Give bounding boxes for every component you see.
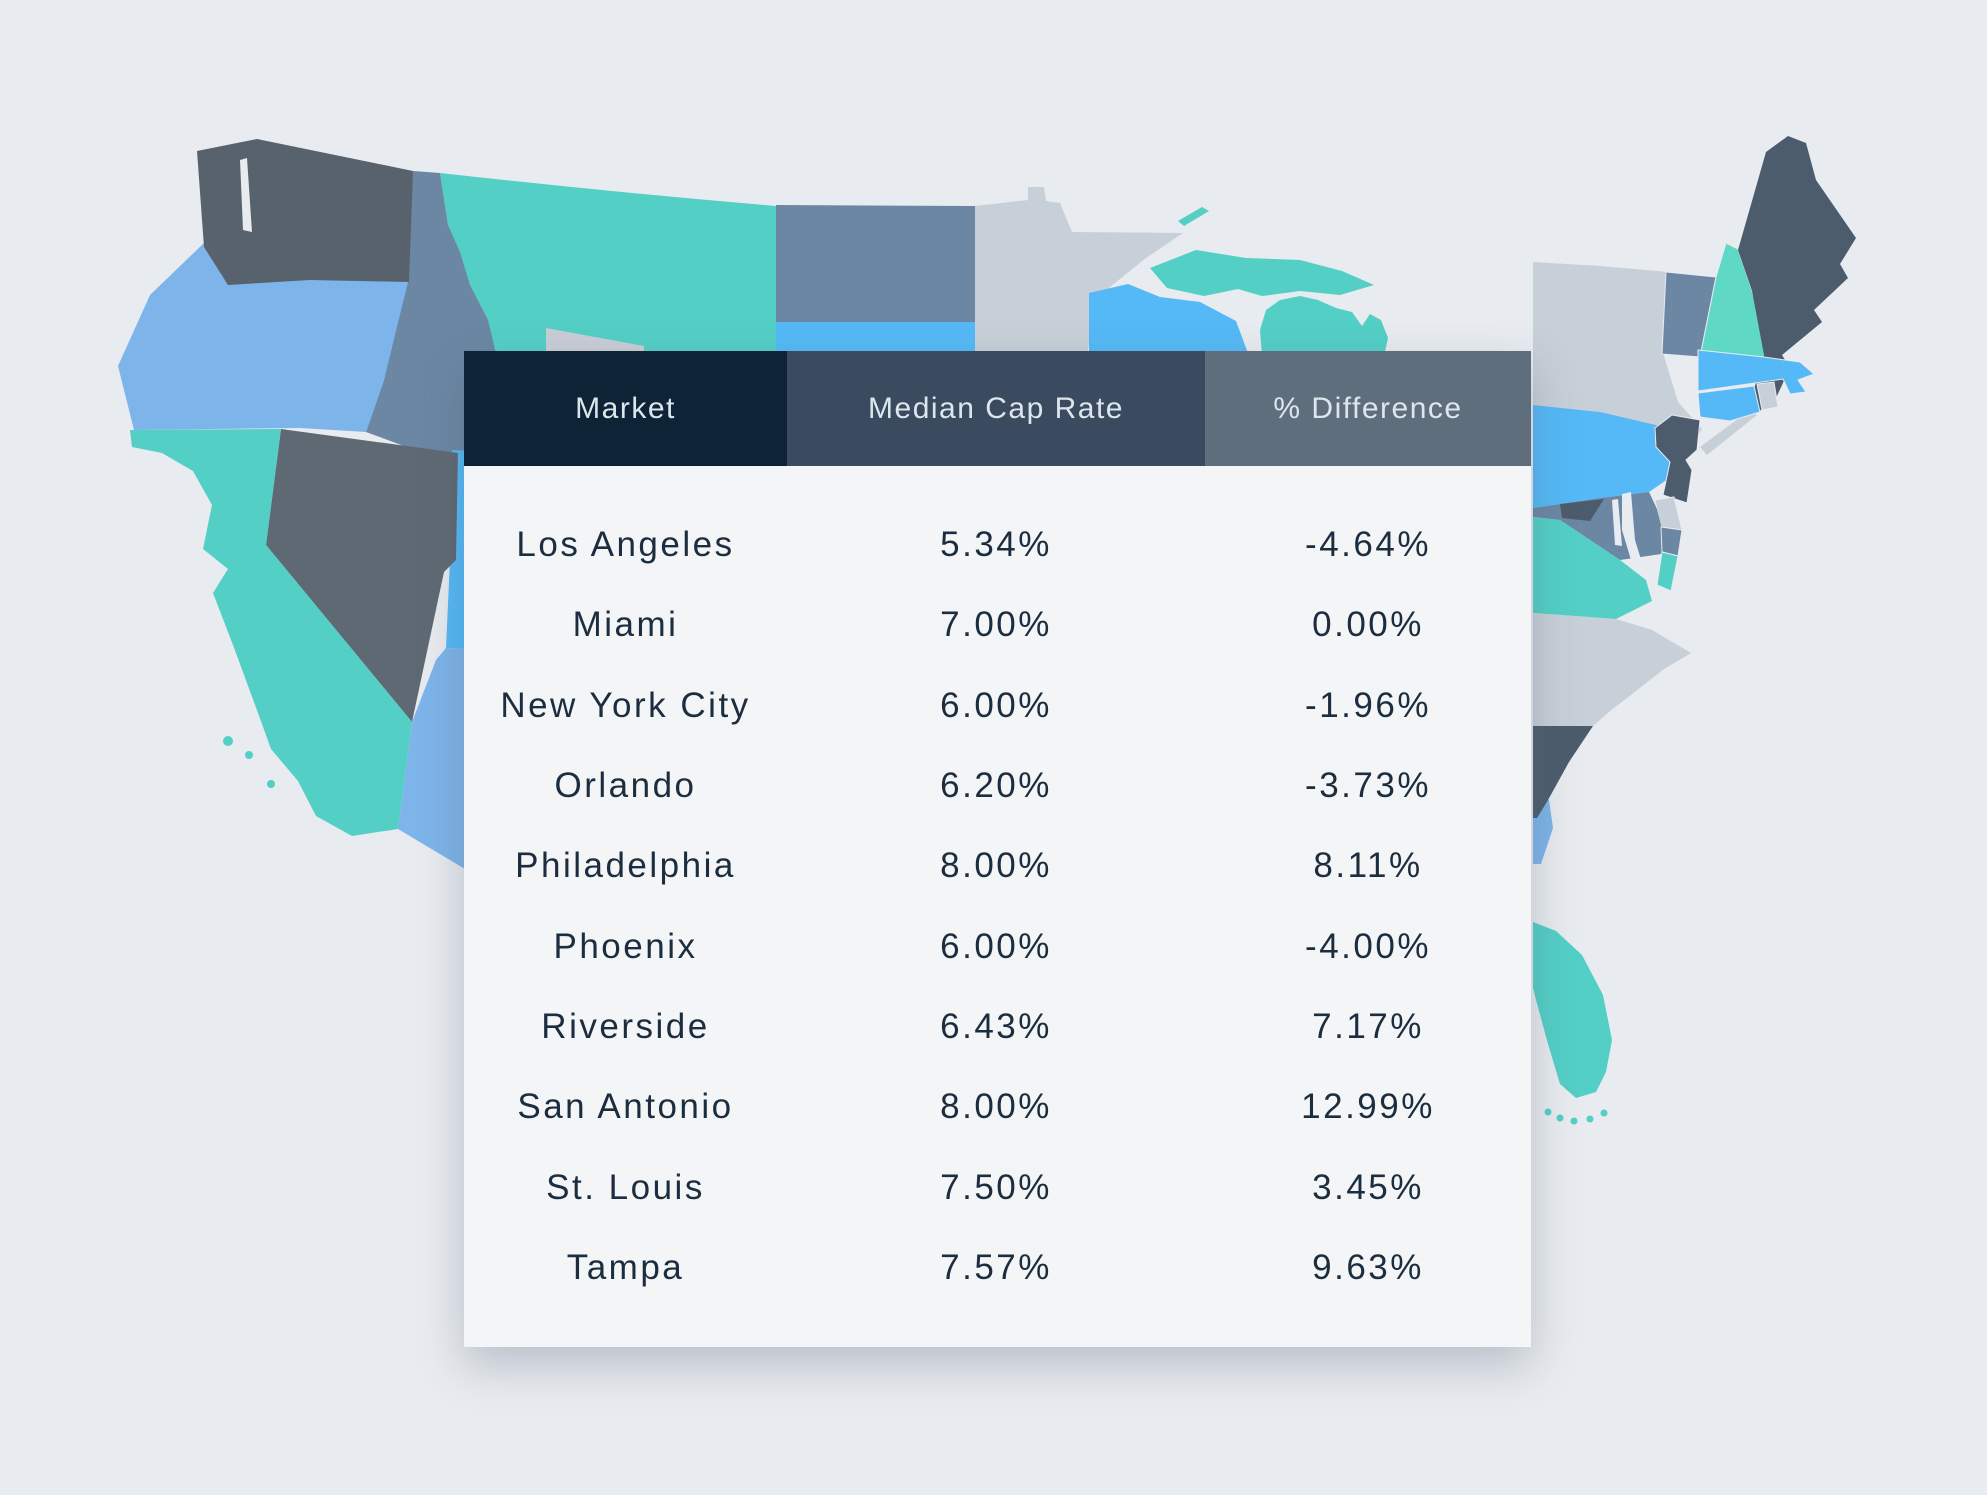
table-row: San Antonio 8.00% 12.99% (464, 1067, 1531, 1147)
table-header-row: Market Median Cap Rate % Difference (464, 351, 1531, 466)
cap-rate-cell: 8.00% (940, 846, 1052, 886)
difference-cell: -1.96% (1305, 685, 1431, 725)
column-header-market: Market (464, 351, 787, 466)
difference-cell: 3.45% (1312, 1167, 1424, 1207)
state-west-virginia (1560, 499, 1604, 521)
market-cell: Tampa (566, 1247, 685, 1287)
table-row: Los Angeles 5.34% -4.64% (464, 505, 1531, 585)
state-minnesota (975, 187, 1183, 356)
state-nevada (266, 429, 458, 722)
table-row: Phoenix 6.00% -4.00% (464, 906, 1531, 986)
table-row: Philadelphia 8.00% 8.11% (464, 826, 1531, 906)
state-channel-island-3 (267, 780, 275, 788)
table-body: Los Angeles 5.34% -4.64% Miami 7.00% 0.00% New… (464, 466, 1531, 1347)
state-oregon (118, 243, 409, 432)
state-florida-key-3 (1570, 1117, 1578, 1125)
cap-rate-cell: 6.43% (940, 1006, 1052, 1046)
state-virginia-eastern-shore (1656, 551, 1679, 592)
difference-cell: -3.73% (1305, 766, 1431, 806)
table-row: Miami 7.00% 0.00% (464, 585, 1531, 665)
cap-rate-table: Market Median Cap Rate % Difference Los … (464, 351, 1531, 1347)
cap-rate-cell: 8.00% (940, 1087, 1052, 1127)
state-chesapeake-bay-2 (1612, 499, 1622, 546)
state-channel-island-1 (223, 736, 233, 746)
state-channel-island-2 (245, 751, 253, 759)
state-new-jersey (1654, 414, 1701, 504)
market-cell: Los Angeles (516, 525, 735, 565)
state-virginia (1533, 517, 1652, 619)
difference-cell: 12.99% (1301, 1087, 1435, 1127)
market-cell: San Antonio (517, 1087, 734, 1127)
difference-cell: 8.11% (1313, 846, 1423, 886)
cap-rate-cell: 7.57% (940, 1247, 1052, 1287)
column-header-percent-difference: % Difference (1205, 351, 1531, 466)
state-florida-key-4 (1586, 1115, 1594, 1123)
difference-cell: -4.00% (1305, 926, 1431, 966)
market-cell: Orlando (554, 766, 697, 806)
state-connecticut (1697, 385, 1761, 422)
state-maine (1738, 136, 1856, 412)
cap-rate-cell: 7.00% (940, 605, 1052, 645)
cap-rate-cell: 7.50% (940, 1167, 1052, 1207)
state-pennsylvania (1533, 405, 1694, 508)
difference-cell: -4.64% (1305, 525, 1431, 565)
state-chesapeake-bay-1 (1622, 492, 1654, 598)
state-south-dakota (776, 322, 975, 356)
table-row: Orlando 6.20% -3.73% (464, 746, 1531, 826)
state-south-carolina (1533, 726, 1593, 818)
market-cell: New York City (500, 685, 751, 725)
state-massachusetts (1697, 349, 1815, 395)
cap-rate-cell: 6.20% (940, 766, 1052, 806)
state-florida (1533, 922, 1612, 1098)
state-north-dakota (776, 205, 975, 322)
state-puget-sound (240, 158, 252, 232)
state-wisconsin (1089, 284, 1249, 356)
market-cell: Miami (572, 605, 679, 645)
state-rhode-island (1756, 381, 1779, 411)
state-north-carolina (1533, 613, 1691, 726)
table-row: St. Louis 7.50% 3.45% (464, 1147, 1531, 1227)
state-florida-key-5 (1600, 1109, 1608, 1117)
difference-cell: 9.63% (1312, 1247, 1424, 1287)
table-row: Tampa 7.57% 9.63% (464, 1228, 1531, 1308)
state-maryland-eastern-shore (1660, 526, 1683, 557)
state-montana-wyoming (440, 173, 776, 360)
cap-rate-cell: 5.34% (940, 525, 1052, 565)
state-new-york (1533, 262, 1702, 443)
state-isle-royale (1178, 207, 1209, 226)
cap-rate-cell: 6.00% (940, 685, 1052, 725)
market-cell: St. Louis (546, 1167, 705, 1207)
column-header-median-cap-rate: Median Cap Rate (787, 351, 1205, 466)
state-california (130, 429, 412, 836)
state-washington (197, 139, 413, 285)
table-row: New York City 6.00% -1.96% (464, 666, 1531, 746)
market-cell: Phoenix (553, 926, 698, 966)
cap-rate-cell: 6.00% (940, 926, 1052, 966)
difference-cell: 7.17% (1312, 1006, 1424, 1046)
state-michigan-lower (1260, 296, 1388, 356)
state-florida-key-2 (1556, 1114, 1564, 1122)
market-cell: Riverside (541, 1006, 710, 1046)
state-florida-key-1 (1544, 1108, 1552, 1116)
state-michigan-up (1150, 250, 1374, 296)
state-wyoming-wedge (546, 328, 644, 356)
state-long-island (1700, 410, 1757, 455)
table-row: Riverside 6.43% 7.17% (464, 987, 1531, 1067)
difference-cell: 0.00% (1312, 605, 1424, 645)
market-cell: Philadelphia (515, 846, 736, 886)
